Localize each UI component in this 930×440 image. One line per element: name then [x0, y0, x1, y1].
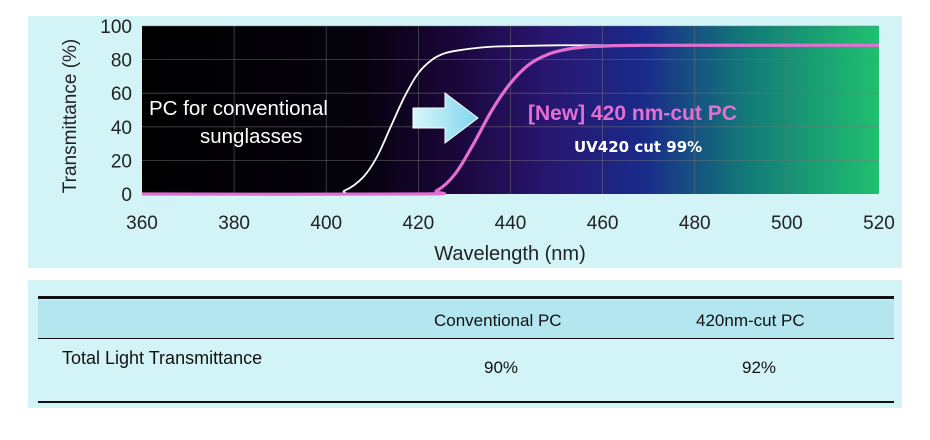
table-bottom-rule [38, 401, 894, 403]
x-tick-label-460: 460 [587, 213, 619, 234]
column-header-conventional: Conventional PC [434, 311, 562, 330]
shift-arrow-icon [412, 91, 479, 145]
y-tick-label-60: 60 [111, 84, 132, 105]
value-420nm-cut: 92% [742, 358, 777, 377]
x-tick-label-440: 440 [495, 213, 527, 234]
x-tick-label-500: 500 [771, 213, 803, 234]
series-line-420nm-cut [141, 43, 880, 196]
table-header-row [38, 300, 894, 338]
column-header-420nm-cut: 420nm-cut PC [696, 311, 805, 330]
new-product-label: [New] 420 nm-cut PC [528, 102, 737, 125]
y-tick-label-80: 80 [111, 51, 132, 72]
x-tick-label-480: 480 [679, 213, 711, 234]
y-axis-label: Transmittance (%) [60, 39, 81, 194]
y-tick-label-40: 40 [111, 118, 132, 139]
chart-panel: 0 20 40 60 80 100 360 380 400 420 440 460 480 500 520… [28, 16, 902, 268]
transmittance-table: Conventional PC 420nm-cut PC Total Light… [28, 280, 902, 408]
x-tick-label-380: 380 [218, 213, 250, 234]
table-top-rule [38, 296, 894, 299]
conventional-label-line2: sunglasses [200, 125, 303, 148]
row-label-total-light: Total Light Transmittance [62, 348, 263, 368]
x-tick-label-400: 400 [310, 213, 342, 234]
x-axis-label: Wavelength (nm) [434, 243, 586, 265]
x-tick-label-420: 420 [403, 213, 435, 234]
y-tick-label-0: 0 [121, 185, 132, 206]
table-header-rule [38, 338, 894, 339]
conventional-label-line1: PC for conventional [149, 97, 328, 120]
x-tick-label-360: 360 [126, 213, 158, 234]
y-tick-label-100: 100 [100, 17, 132, 38]
value-conventional: 90% [484, 358, 519, 377]
y-tick-label-20: 20 [111, 151, 132, 172]
transmittance-chart: 0 20 40 60 80 100 360 380 400 420 440 460 480 500 520… [60, 17, 895, 265]
x-tick-label-520: 520 [863, 213, 895, 234]
uv-cut-label: UV420 cut 99% [574, 138, 702, 156]
series-line-conventional [141, 44, 879, 196]
